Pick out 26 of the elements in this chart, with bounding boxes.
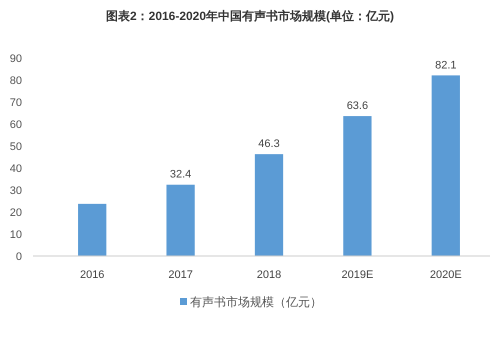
chart-title: 图表2：2016-2020年中国有声书市场规模(单位：亿元) [106, 9, 394, 23]
y-tick-label: 60 [10, 119, 22, 131]
data-label: 46.3 [258, 138, 280, 150]
x-tick-label: 2016 [80, 269, 104, 281]
data-label: 82.1 [435, 59, 457, 72]
data-label: 32.4 [170, 168, 192, 181]
y-tick-label: 80 [10, 75, 22, 87]
x-tick-label: 2017 [168, 269, 193, 281]
y-tick-label: 50 [10, 141, 22, 153]
bar [343, 116, 372, 256]
bar [166, 184, 195, 256]
x-tick-label: 2019E [341, 269, 374, 281]
y-tick-label: 0 [16, 251, 22, 263]
y-tick-label: 40 [10, 163, 22, 175]
y-tick-label: 70 [10, 97, 22, 109]
data-label: 63.6 [346, 100, 368, 112]
y-tick-label: 20 [10, 207, 22, 219]
legend-label: 有声书市场规模（亿元） [190, 295, 322, 309]
y-tick-label: 10 [10, 229, 22, 241]
x-tick-label: 2018 [256, 269, 282, 281]
x-tick-label: 2020E [430, 269, 462, 281]
bar [78, 204, 106, 256]
bar [432, 75, 460, 256]
bar [254, 154, 284, 256]
y-tick-label: 90 [10, 53, 22, 65]
y-tick-label: 30 [10, 185, 22, 197]
